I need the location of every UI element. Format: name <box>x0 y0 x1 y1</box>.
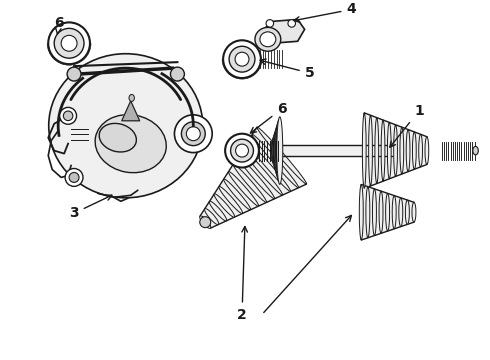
Ellipse shape <box>247 142 291 192</box>
Ellipse shape <box>255 27 281 51</box>
Ellipse shape <box>405 200 409 224</box>
Text: 6: 6 <box>54 17 64 34</box>
Ellipse shape <box>273 131 279 170</box>
Polygon shape <box>200 127 307 228</box>
Ellipse shape <box>400 127 404 174</box>
Ellipse shape <box>275 122 281 180</box>
Text: 6: 6 <box>250 102 287 133</box>
Ellipse shape <box>252 134 298 188</box>
Ellipse shape <box>275 124 281 177</box>
Ellipse shape <box>368 115 372 186</box>
Ellipse shape <box>386 193 390 231</box>
Circle shape <box>63 111 73 121</box>
Ellipse shape <box>372 189 376 235</box>
Ellipse shape <box>393 125 397 176</box>
Ellipse shape <box>366 186 370 238</box>
Ellipse shape <box>413 132 416 169</box>
Circle shape <box>174 115 212 153</box>
Ellipse shape <box>363 113 366 188</box>
Ellipse shape <box>236 144 248 157</box>
Ellipse shape <box>99 123 136 152</box>
Ellipse shape <box>223 179 251 210</box>
Ellipse shape <box>229 46 255 72</box>
Ellipse shape <box>61 35 77 51</box>
Ellipse shape <box>129 94 134 102</box>
Circle shape <box>65 168 83 186</box>
Ellipse shape <box>473 147 478 155</box>
Ellipse shape <box>219 186 243 213</box>
Ellipse shape <box>49 54 203 198</box>
Circle shape <box>69 172 79 183</box>
Circle shape <box>288 20 295 27</box>
Circle shape <box>186 127 200 141</box>
Ellipse shape <box>388 122 391 179</box>
Ellipse shape <box>231 139 253 162</box>
Circle shape <box>266 20 273 27</box>
Polygon shape <box>260 19 305 43</box>
Ellipse shape <box>379 191 383 233</box>
Ellipse shape <box>392 195 396 229</box>
Text: 1: 1 <box>390 104 424 147</box>
Text: 4: 4 <box>294 3 356 22</box>
Text: 5: 5 <box>260 59 315 80</box>
Ellipse shape <box>412 202 416 222</box>
Ellipse shape <box>276 119 282 182</box>
Circle shape <box>171 67 184 81</box>
Ellipse shape <box>425 137 429 165</box>
Ellipse shape <box>272 134 278 167</box>
Ellipse shape <box>204 208 219 225</box>
Ellipse shape <box>54 28 84 58</box>
Circle shape <box>200 217 211 228</box>
Ellipse shape <box>238 157 274 199</box>
Ellipse shape <box>200 216 211 228</box>
Ellipse shape <box>419 134 422 167</box>
Ellipse shape <box>257 127 307 184</box>
Polygon shape <box>361 184 414 240</box>
Ellipse shape <box>406 130 410 172</box>
Ellipse shape <box>95 114 166 173</box>
Ellipse shape <box>235 52 249 66</box>
Ellipse shape <box>214 194 235 217</box>
Polygon shape <box>122 101 140 121</box>
Ellipse shape <box>243 149 283 195</box>
Ellipse shape <box>228 172 259 206</box>
Ellipse shape <box>271 139 277 162</box>
Text: 3: 3 <box>69 195 112 220</box>
Ellipse shape <box>375 118 379 184</box>
Ellipse shape <box>381 120 385 181</box>
Ellipse shape <box>277 117 283 184</box>
Circle shape <box>67 67 81 81</box>
Ellipse shape <box>225 134 259 167</box>
Circle shape <box>181 122 205 146</box>
Ellipse shape <box>209 201 227 221</box>
Ellipse shape <box>223 40 261 78</box>
Ellipse shape <box>271 136 277 165</box>
Ellipse shape <box>233 164 267 203</box>
Ellipse shape <box>273 129 279 172</box>
Ellipse shape <box>260 32 276 47</box>
Ellipse shape <box>359 184 363 240</box>
Text: 2: 2 <box>237 226 247 321</box>
Circle shape <box>60 107 76 124</box>
Polygon shape <box>364 113 427 188</box>
Ellipse shape <box>274 126 280 175</box>
Ellipse shape <box>48 22 90 64</box>
Ellipse shape <box>399 198 403 227</box>
